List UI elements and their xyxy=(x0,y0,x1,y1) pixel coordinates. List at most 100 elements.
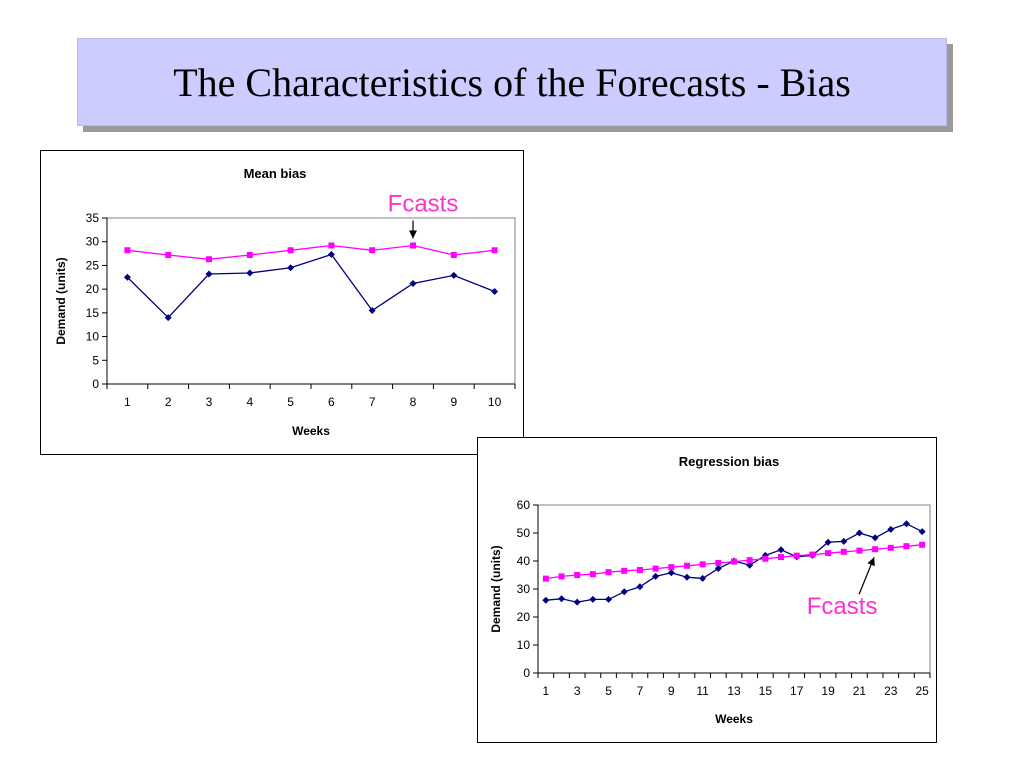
x-tick-label: 7 xyxy=(369,395,376,409)
series-1-point xyxy=(205,270,213,278)
series-1-point xyxy=(605,595,613,603)
chart-title: Regression bias xyxy=(679,454,779,469)
x-tick-label: 9 xyxy=(668,684,675,698)
slide-title-box: The Characteristics of the Forecasts - B… xyxy=(77,38,947,126)
x-tick-label: 5 xyxy=(605,684,612,698)
x-tick-label: 3 xyxy=(206,395,213,409)
series-2-point xyxy=(491,247,498,254)
x-tick-label: 25 xyxy=(915,684,929,698)
x-axis-label: Weeks xyxy=(292,424,330,438)
series-1-point xyxy=(667,569,675,577)
y-axis-label: Demand (units) xyxy=(54,257,68,344)
x-tick-label: 4 xyxy=(246,395,253,409)
annotation-arrow-head xyxy=(867,557,875,567)
series-1-point xyxy=(327,251,335,259)
series-1-point xyxy=(761,551,769,559)
series-2-point xyxy=(683,562,690,569)
x-tick-label: 15 xyxy=(759,684,773,698)
series-1-point xyxy=(840,537,848,545)
slide-title: The Characteristics of the Forecasts - B… xyxy=(173,59,851,105)
series-1-point xyxy=(558,595,566,603)
x-tick-label: 8 xyxy=(410,395,417,409)
series-2-point xyxy=(762,555,769,562)
y-tick-label: 20 xyxy=(517,610,531,624)
x-tick-label: 1 xyxy=(124,395,131,409)
series-2-point xyxy=(793,552,800,559)
series-2-point xyxy=(542,575,549,582)
series-1-point xyxy=(871,534,879,542)
y-tick-label: 20 xyxy=(86,282,100,296)
x-tick-label: 3 xyxy=(574,684,581,698)
fcasts-annotation: Fcasts xyxy=(388,191,459,218)
series-2-point xyxy=(574,572,581,578)
mean-bias-chart: Mean bias 0 5 10 15 20 25 30 35 1 2 3 4 5 6 7 8 9 10 Weeks D… xyxy=(40,150,524,455)
y-tick-label: 35 xyxy=(86,211,100,225)
plot-area xyxy=(106,217,516,385)
series-1-point xyxy=(855,529,863,537)
y-tick-label: 30 xyxy=(86,235,100,249)
series-2-point xyxy=(165,251,172,258)
series-1-point xyxy=(491,288,499,296)
series-1-point xyxy=(777,546,785,554)
x-tick-label: 13 xyxy=(727,684,741,698)
series-2-point xyxy=(778,554,785,561)
series-2-point xyxy=(699,561,706,568)
series-1-point xyxy=(620,588,628,596)
series-2-point xyxy=(605,569,612,576)
x-axis-label: Weeks xyxy=(715,712,753,726)
chart-title: Mean bias xyxy=(244,166,307,181)
series-1-point xyxy=(824,538,832,546)
x-tick-label: 2 xyxy=(165,395,172,409)
series-1-point xyxy=(246,269,254,277)
series-1-point xyxy=(746,561,754,569)
series-2-point xyxy=(369,247,376,254)
series-1-point xyxy=(287,264,295,272)
series-1-point xyxy=(589,595,597,603)
series-2-point xyxy=(246,251,253,258)
series-2-point xyxy=(124,247,131,254)
series-1-point xyxy=(368,306,376,314)
y-tick-label: 0 xyxy=(92,377,99,391)
series-2-point xyxy=(652,565,659,572)
series-1-point xyxy=(887,525,895,533)
series-1-point xyxy=(918,528,926,536)
y-tick-label: 15 xyxy=(86,306,100,320)
y-tick-label: 0 xyxy=(523,666,530,680)
series-2-point xyxy=(410,242,416,249)
y-tick-label: 40 xyxy=(517,554,531,568)
series-2-point xyxy=(856,547,863,554)
series-2-point xyxy=(903,543,910,550)
series-1-point xyxy=(573,598,581,606)
series-2-point xyxy=(746,557,753,564)
series-2-point xyxy=(825,550,832,557)
y-tick-label: 50 xyxy=(517,526,531,540)
y-tick-label: 60 xyxy=(517,498,531,512)
series-2-point xyxy=(636,566,643,573)
y-tick-label: 10 xyxy=(517,638,531,652)
series-1-point xyxy=(683,573,691,581)
x-tick-label: 5 xyxy=(287,395,294,409)
series-2-point xyxy=(328,242,335,249)
x-tick-label: 23 xyxy=(884,684,898,698)
series-1-point xyxy=(699,574,707,582)
series-2-point xyxy=(715,559,722,566)
x-tick-label: 19 xyxy=(821,684,835,698)
plot-area xyxy=(537,504,931,674)
regression-bias-chart: Regression bias 0 10 20 30 40 50 60 1 3 5 7 9 11 13 15 1… xyxy=(477,437,937,743)
y-tick-label: 10 xyxy=(86,330,100,344)
series-2-point xyxy=(589,571,596,578)
y-axis-label: Demand (units) xyxy=(489,545,503,632)
x-tick-label: 1 xyxy=(542,684,549,698)
y-tick-label: 5 xyxy=(92,353,99,367)
series-2-point xyxy=(809,551,816,558)
series-1-point xyxy=(714,565,722,573)
series-2-point xyxy=(887,544,894,551)
series-1-line xyxy=(126,253,495,319)
x-tick-label: 17 xyxy=(790,684,804,698)
series-2-point xyxy=(450,251,457,258)
annotation-arrow-head xyxy=(409,230,417,239)
series-2-point xyxy=(621,567,628,574)
x-tick-label: 7 xyxy=(637,684,644,698)
x-tick-label: 6 xyxy=(328,395,335,409)
